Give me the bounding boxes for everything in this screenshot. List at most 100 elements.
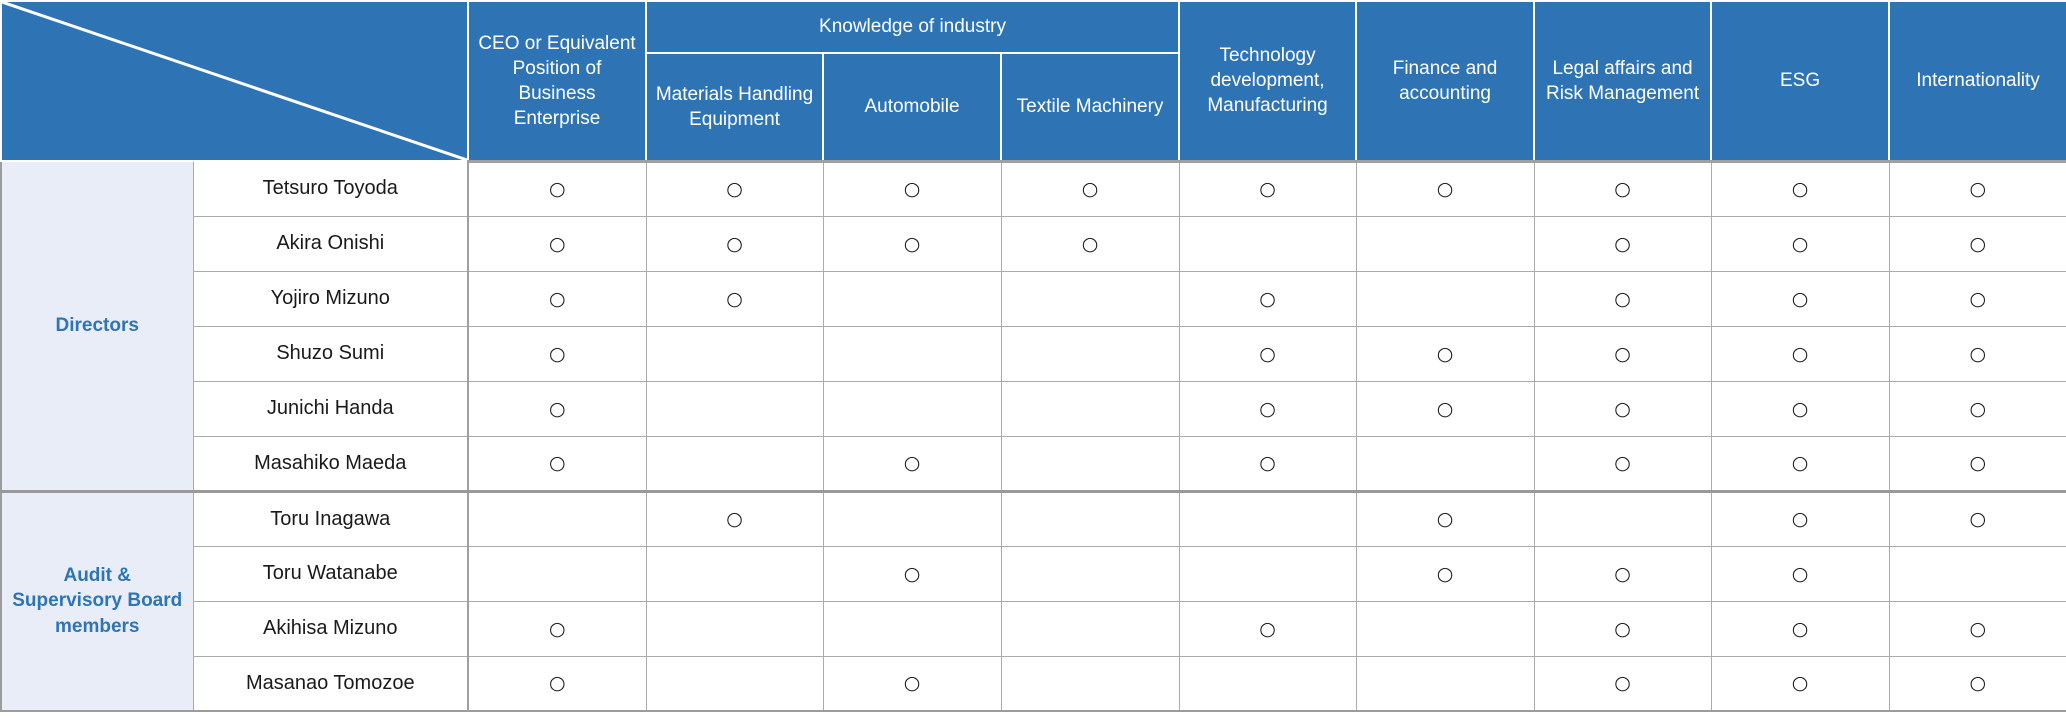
skill-mark-cell: ○	[1355, 489, 1535, 547]
skill-mark-cell: ○	[1533, 380, 1712, 437]
skill-mark-cell: ○	[822, 545, 1002, 602]
table-row: Masahiko Maeda ○ ○ ○ ○ ○ ○	[1, 435, 2066, 492]
skill-mark-cell	[645, 600, 824, 657]
col-header-textile-machinery: Textile Machinery	[999, 52, 1181, 163]
skill-mark-cell	[1355, 435, 1535, 492]
col-header-automobile: Automobile	[822, 52, 1002, 163]
table-row: Yojiro Mizuno ○ ○ ○ ○ ○ ○	[1, 270, 2066, 327]
skill-mark-cell: ○	[1533, 325, 1712, 382]
skill-mark-cell: ○	[1355, 380, 1535, 437]
skill-mark-cell	[1355, 600, 1535, 657]
skill-mark-cell	[1000, 545, 1180, 602]
skill-mark-cell: ○	[1355, 325, 1535, 382]
corner-cell	[0, 0, 469, 162]
skill-mark-cell: ○	[1533, 270, 1712, 327]
skill-mark-cell	[822, 380, 1002, 437]
member-name: Yojiro Mizuno	[192, 270, 469, 327]
skill-mark-cell: ○	[1000, 160, 1180, 217]
skill-mark-cell: ○	[1178, 435, 1357, 492]
member-name: Junichi Handa	[192, 380, 469, 437]
col-header-finance: Finance and accounting	[1355, 0, 1536, 163]
skill-mark-cell: ○	[1178, 270, 1357, 327]
skill-mark-cell: ○	[467, 655, 647, 712]
member-name: Akihisa Mizuno	[192, 600, 469, 657]
skill-mark-cell: ○	[1178, 600, 1357, 657]
skill-mark-cell: ○	[467, 215, 647, 272]
col-group-knowledge-of-industry: Knowledge of industry	[644, 0, 1181, 54]
skill-mark-cell: ○	[1178, 325, 1357, 382]
skill-mark-cell: ○	[822, 215, 1002, 272]
skill-mark-cell	[1178, 489, 1357, 547]
member-name: Masanao Tomozoe	[192, 655, 469, 712]
skill-mark-cell	[645, 380, 824, 437]
col-header-technology: Technology development, Manufacturing	[1178, 0, 1358, 163]
member-name: Tetsuro Toyoda	[192, 160, 469, 217]
skill-mark-cell: ○	[645, 160, 824, 217]
table-row: Toru Watanabe ○ ○ ○ ○	[1, 545, 2066, 602]
skill-mark-cell	[822, 270, 1002, 327]
skill-mark-cell	[1178, 545, 1357, 602]
skill-mark-cell	[822, 600, 1002, 657]
skill-mark-cell: ○	[1888, 489, 2066, 547]
skill-mark-cell: ○	[822, 435, 1002, 492]
skill-mark-cell: ○	[467, 380, 647, 437]
skill-mark-cell: ○	[645, 489, 824, 547]
col-header-ceo: CEO or Equivalent Position of Business E…	[467, 0, 647, 163]
skill-mark-cell: ○	[1178, 380, 1357, 437]
table-row: Akihisa Mizuno ○ ○ ○ ○ ○	[1, 600, 2066, 657]
col-header-materials-handling: Materials Handling Equipment	[645, 52, 824, 163]
skill-mark-cell: ○	[467, 325, 647, 382]
skill-mark-cell: ○	[1178, 160, 1357, 217]
skill-mark-cell	[467, 489, 647, 547]
skill-mark-cell	[822, 489, 1002, 547]
skill-mark-cell: ○	[467, 270, 647, 327]
skill-mark-cell: ○	[1710, 489, 1890, 547]
skill-mark-cell: ○	[1710, 655, 1890, 712]
skill-mark-cell	[1000, 380, 1180, 437]
skill-mark-cell: ○	[1355, 545, 1535, 602]
skill-mark-cell	[1178, 655, 1357, 712]
table-row: Audit & Supervisory Board members Toru I…	[0, 489, 2066, 712]
skill-mark-cell: ○	[1888, 600, 2066, 657]
skill-mark-cell: ○	[1710, 380, 1890, 437]
skill-mark-cell: ○	[467, 435, 647, 492]
skill-mark-cell	[645, 325, 824, 382]
skill-mark-cell	[822, 325, 1002, 382]
skill-mark-cell: ○	[645, 270, 824, 327]
skill-mark-cell: ○	[1710, 215, 1890, 272]
skill-mark-cell: ○	[1710, 600, 1890, 657]
skill-mark-cell: ○	[1533, 545, 1712, 602]
skill-mark-cell: ○	[1533, 655, 1712, 712]
skill-mark-cell	[1888, 545, 2066, 602]
skill-mark-cell: ○	[822, 160, 1002, 217]
member-name: Akira Onishi	[192, 215, 469, 272]
row-group-directors: Directors	[0, 160, 194, 492]
skill-mark-cell	[645, 545, 824, 602]
skill-mark-cell	[645, 655, 824, 712]
skill-mark-cell: ○	[1888, 160, 2066, 217]
skill-mark-cell: ○	[1000, 215, 1180, 272]
skill-mark-cell: ○	[1533, 215, 1712, 272]
table-row: Junichi Handa ○ ○ ○ ○ ○ ○	[1, 380, 2066, 437]
skill-mark-cell: ○	[1533, 600, 1712, 657]
member-name: Masahiko Maeda	[192, 435, 469, 492]
col-header-internationality: Internationality	[1888, 0, 2066, 163]
skill-mark-cell	[1000, 435, 1180, 492]
skill-mark-cell: ○	[1888, 380, 2066, 437]
skill-mark-cell: ○	[822, 655, 1002, 712]
skill-mark-cell: ○	[1888, 435, 2066, 492]
skill-mark-cell: ○	[1710, 270, 1890, 327]
skill-mark-cell: ○	[1888, 325, 2066, 382]
skill-mark-cell	[1000, 655, 1180, 712]
skill-mark-cell: ○	[645, 215, 824, 272]
skill-mark-cell	[1533, 489, 1712, 547]
skill-mark-cell	[645, 435, 824, 492]
member-name: Toru Watanabe	[192, 545, 469, 602]
col-header-esg: ESG	[1710, 0, 1891, 163]
row-group-audit-supervisory: Audit & Supervisory Board members	[0, 489, 194, 712]
skill-mark-cell: ○	[1355, 160, 1535, 217]
skill-mark-cell	[1000, 270, 1180, 327]
skill-mark-cell	[1355, 215, 1535, 272]
table-row: Masanao Tomozoe ○ ○ ○ ○ ○	[1, 655, 2066, 712]
table-row: Directors Tetsuro Toyoda ○ ○ ○ ○ ○ ○ ○ ○…	[0, 160, 2066, 492]
